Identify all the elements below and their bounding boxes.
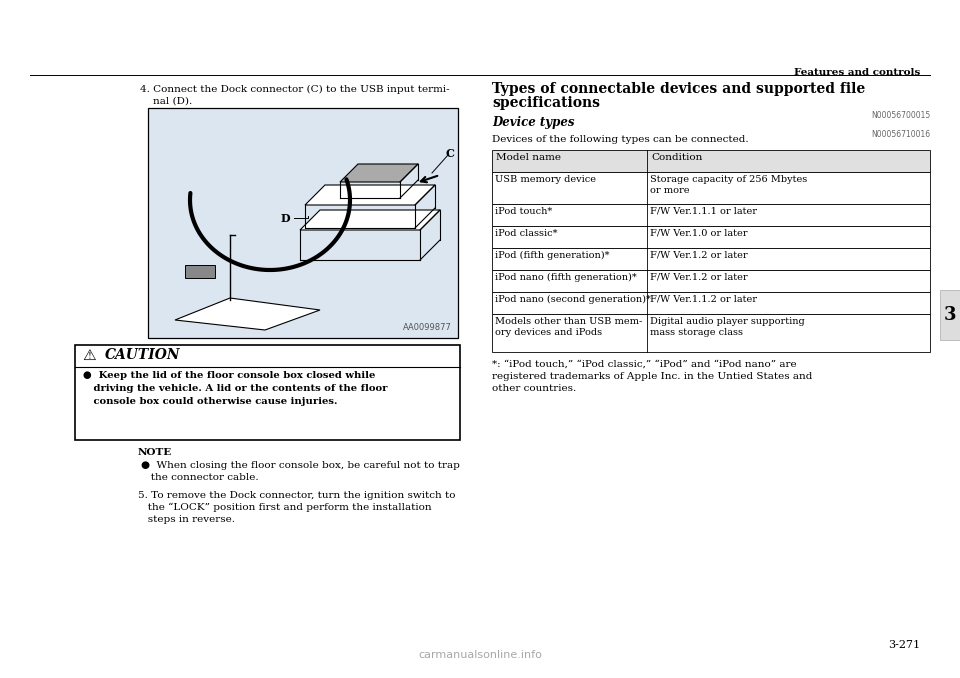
Bar bbox=[492, 314, 930, 352]
Polygon shape bbox=[300, 210, 440, 230]
Text: Condition: Condition bbox=[651, 153, 703, 162]
Bar bbox=[492, 172, 930, 204]
Text: nal (D).: nal (D). bbox=[153, 97, 192, 106]
Text: mass storage class: mass storage class bbox=[650, 328, 743, 337]
Bar bbox=[492, 204, 930, 226]
Text: F/W Ver.1.1.2 or later: F/W Ver.1.1.2 or later bbox=[650, 295, 757, 304]
Text: Model name: Model name bbox=[496, 153, 561, 162]
Polygon shape bbox=[185, 265, 215, 278]
Text: F/W Ver.1.2 or later: F/W Ver.1.2 or later bbox=[650, 273, 748, 282]
Text: carmanualsonline.info: carmanualsonline.info bbox=[418, 650, 542, 660]
Text: driving the vehicle. A lid or the contents of the floor: driving the vehicle. A lid or the conten… bbox=[83, 384, 388, 393]
Text: Device types: Device types bbox=[492, 116, 574, 129]
Polygon shape bbox=[340, 164, 418, 182]
Text: Digital audio player supporting: Digital audio player supporting bbox=[650, 317, 804, 326]
Text: ●  When closing the floor console box, be careful not to trap: ● When closing the floor console box, be… bbox=[141, 461, 460, 470]
Text: 3-271: 3-271 bbox=[888, 640, 920, 650]
Bar bbox=[148, 108, 458, 338]
Text: USB memory device: USB memory device bbox=[495, 175, 596, 184]
Text: Types of connectable devices and supported file: Types of connectable devices and support… bbox=[492, 82, 865, 96]
Text: N00056710016: N00056710016 bbox=[871, 130, 930, 139]
Text: Models other than USB mem-: Models other than USB mem- bbox=[495, 317, 642, 326]
Text: 5. To remove the Dock connector, turn the ignition switch to: 5. To remove the Dock connector, turn th… bbox=[138, 491, 455, 500]
Text: registered trademarks of Apple Inc. in the Untied States and: registered trademarks of Apple Inc. in t… bbox=[492, 372, 812, 381]
Text: 3: 3 bbox=[944, 306, 956, 324]
Text: AA0099877: AA0099877 bbox=[403, 323, 452, 332]
Bar bbox=[940, 290, 960, 340]
Polygon shape bbox=[305, 185, 435, 205]
Text: 4. Connect the Dock connector (C) to the USB input termi-: 4. Connect the Dock connector (C) to the… bbox=[140, 85, 449, 94]
Text: F/W Ver.1.0 or later: F/W Ver.1.0 or later bbox=[650, 229, 748, 238]
Bar bbox=[75, 345, 460, 440]
Text: D: D bbox=[280, 212, 290, 224]
Text: iPod nano (second generation)*: iPod nano (second generation)* bbox=[495, 295, 651, 304]
Bar bbox=[492, 150, 930, 172]
Text: NOTE: NOTE bbox=[138, 448, 172, 457]
Text: ory devices and iPods: ory devices and iPods bbox=[495, 328, 602, 337]
Text: F/W Ver.1.1.1 or later: F/W Ver.1.1.1 or later bbox=[650, 207, 757, 216]
Text: iPod touch*: iPod touch* bbox=[495, 207, 552, 216]
Text: CAUTION: CAUTION bbox=[105, 348, 180, 362]
Text: the “LOCK” position first and perform the installation: the “LOCK” position first and perform th… bbox=[138, 503, 432, 513]
Text: iPod (fifth generation)*: iPod (fifth generation)* bbox=[495, 251, 610, 260]
Text: console box could otherwise cause injuries.: console box could otherwise cause injuri… bbox=[83, 397, 338, 406]
Bar bbox=[492, 270, 930, 292]
Bar bbox=[492, 248, 930, 270]
Text: ●  Keep the lid of the floor console box closed while: ● Keep the lid of the floor console box … bbox=[83, 371, 375, 380]
Text: other countries.: other countries. bbox=[492, 384, 576, 393]
Bar bbox=[492, 226, 930, 248]
Text: iPod nano (fifth generation)*: iPod nano (fifth generation)* bbox=[495, 273, 636, 282]
Text: the connector cable.: the connector cable. bbox=[141, 473, 258, 482]
Bar bbox=[492, 292, 930, 314]
Text: N00056700015: N00056700015 bbox=[871, 111, 930, 120]
Text: Devices of the following types can be connected.: Devices of the following types can be co… bbox=[492, 135, 749, 144]
Text: ⚠: ⚠ bbox=[83, 348, 96, 363]
Text: F/W Ver.1.2 or later: F/W Ver.1.2 or later bbox=[650, 251, 748, 260]
Text: Features and controls: Features and controls bbox=[794, 68, 920, 77]
Text: Storage capacity of 256 Mbytes: Storage capacity of 256 Mbytes bbox=[650, 175, 807, 184]
Text: *: “iPod touch,” “iPod classic,” “iPod” and “iPod nano” are: *: “iPod touch,” “iPod classic,” “iPod” … bbox=[492, 360, 797, 369]
Text: or more: or more bbox=[650, 186, 689, 195]
Text: C: C bbox=[445, 148, 454, 159]
Text: specifications: specifications bbox=[492, 96, 600, 110]
Polygon shape bbox=[175, 298, 320, 330]
Text: steps in reverse.: steps in reverse. bbox=[138, 515, 235, 524]
Text: iPod classic*: iPod classic* bbox=[495, 229, 558, 238]
